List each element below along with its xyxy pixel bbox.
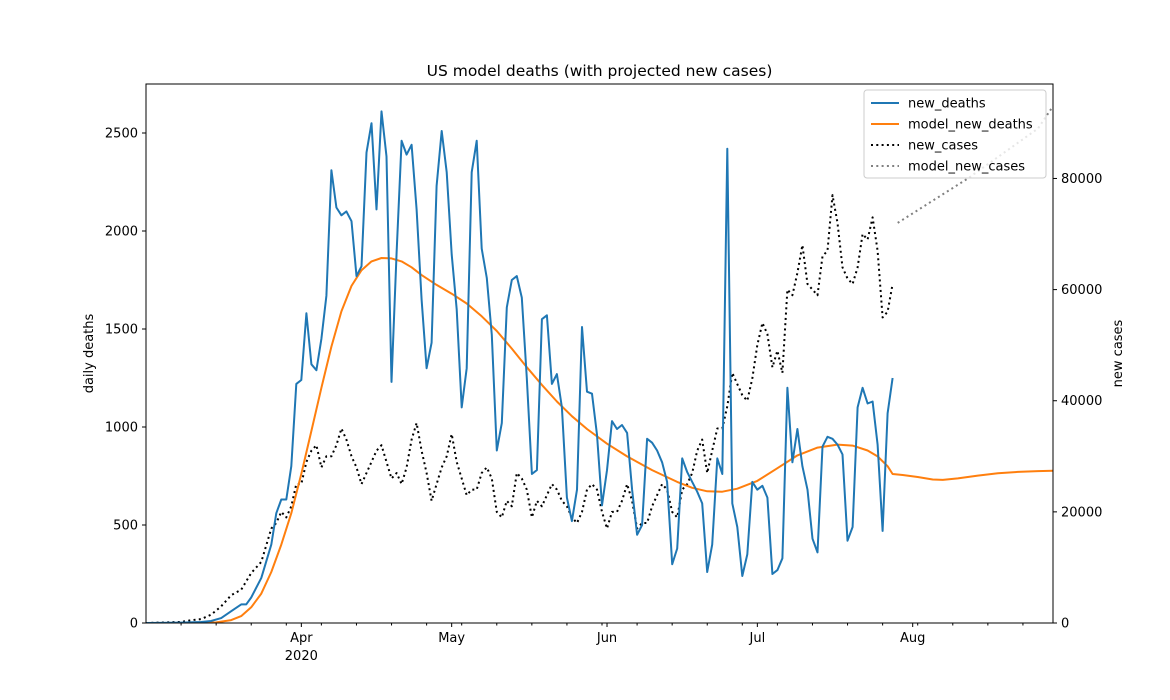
x-tick-label: Apr (290, 631, 313, 646)
y-tick-label: 500 (113, 519, 138, 534)
legend-label-new-cases: new_cases (908, 139, 978, 154)
y2-tick-label: 40000 (1061, 394, 1102, 409)
x-tick-label: Jul (749, 631, 766, 646)
legend-box (863, 89, 1047, 179)
chart-title: US model deaths (with projected new case… (427, 62, 773, 80)
legend-label-model-new-deaths: model_new_deaths (908, 118, 1033, 133)
x-tick-label: Jun (596, 631, 617, 646)
legend-label-model-new-cases: model_new_cases (908, 160, 1025, 175)
plot-frame (145, 83, 1054, 624)
series-line-model-new-deaths (146, 257, 1053, 623)
y2-axis-label: new cases (1111, 319, 1126, 387)
axes-layer: 0 500 1000 1500 2000 2500 0 20000 40000 60000 8000… (105, 83, 1102, 664)
y2-tick-label: 20000 (1061, 505, 1102, 520)
x-tick-label: May (438, 631, 465, 646)
x-tick-label: Aug (900, 631, 925, 646)
y-axis-label: daily deaths (82, 313, 97, 393)
y-tick-label: 0 (130, 617, 138, 632)
y2-tick-label: 60000 (1061, 283, 1102, 298)
legend-label-new-deaths: new_deaths (908, 97, 986, 112)
y-tick-label: 1000 (105, 421, 138, 436)
y2-tick-label: 0 (1061, 617, 1069, 632)
legend: new_deaths model_new_deaths new_casesmodel… (863, 89, 1047, 179)
series-line-new-deaths (146, 110, 894, 623)
y-tick-label: 2000 (105, 225, 138, 240)
x-tick-sublabel: 2020 (285, 649, 318, 664)
y2-tick-label: 80000 (1061, 172, 1102, 187)
series-line-new-cases (146, 194, 894, 623)
series-layer (146, 105, 1053, 623)
y-tick-label: 2500 (105, 127, 138, 142)
y-tick-label: 1500 (105, 323, 138, 338)
